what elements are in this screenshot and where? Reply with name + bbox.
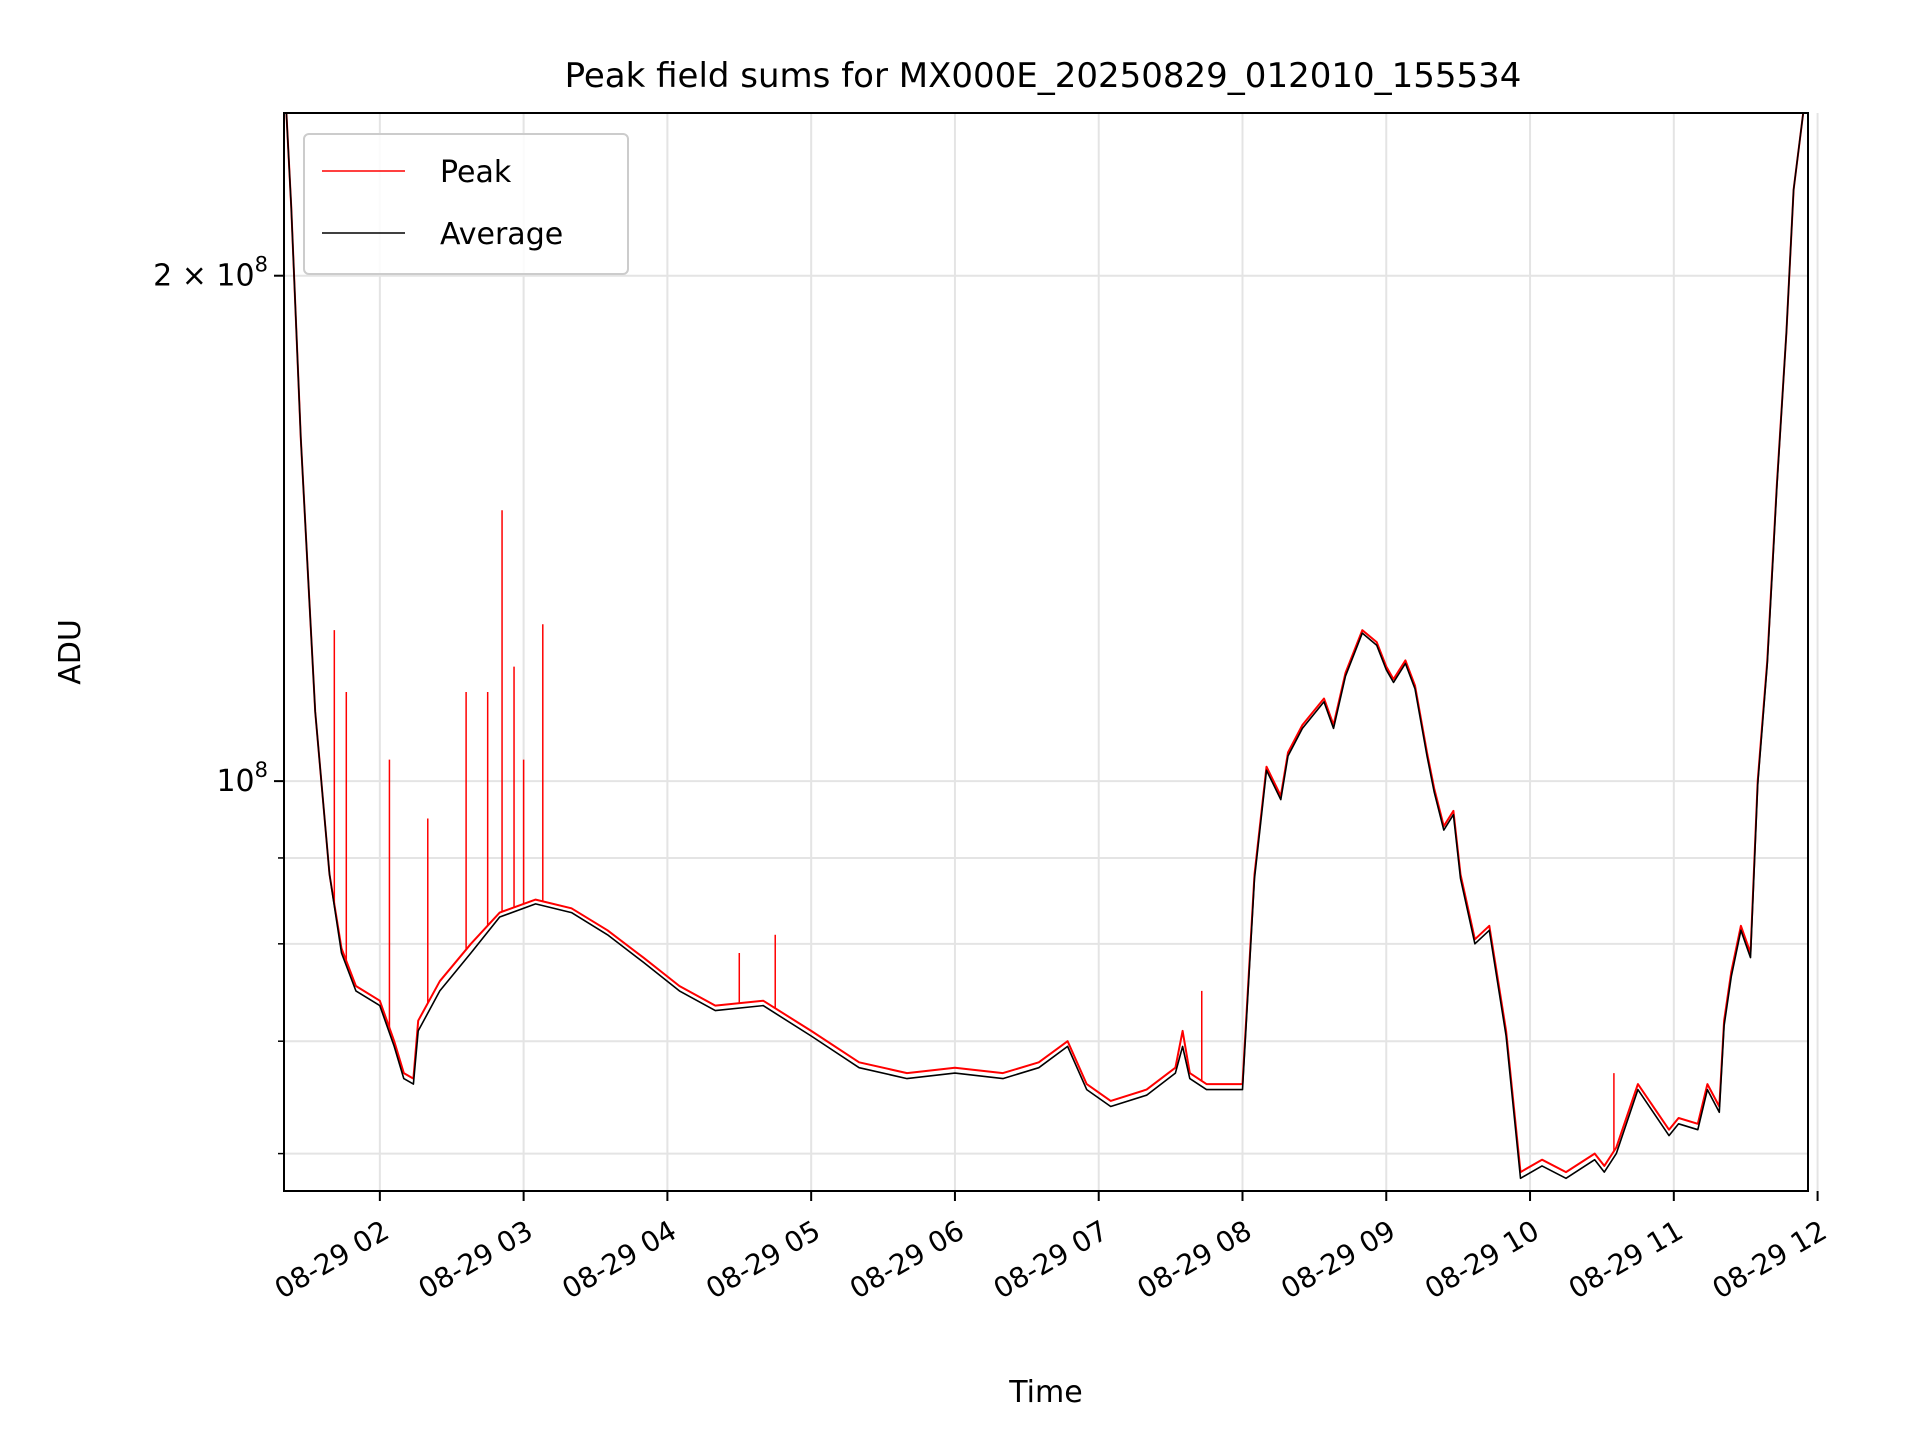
chart-title: Peak field sums for MX000E_20250829_0120… xyxy=(565,56,1522,96)
x-tick-label: 08-29 12 xyxy=(1707,1214,1833,1306)
x-tick-label: 08-29 11 xyxy=(1563,1214,1689,1306)
legend-label-average: Average xyxy=(440,217,563,252)
x-tick-label: 08-29 05 xyxy=(700,1214,826,1306)
grid xyxy=(284,113,1819,1191)
y-tick-label: 2 × 108 xyxy=(153,253,268,294)
x-tick-label: 08-29 03 xyxy=(413,1214,539,1306)
x-tick-label: 08-29 06 xyxy=(844,1214,970,1306)
x-tick-label: 08-29 07 xyxy=(988,1214,1114,1306)
legend: Peak Average xyxy=(303,133,629,275)
legend-box xyxy=(303,133,629,275)
plot-area-frame xyxy=(283,112,1809,1192)
y-axis-label: ADU xyxy=(53,619,88,685)
x-tick-label: 08-29 09 xyxy=(1275,1214,1401,1306)
x-tick-label: 08-29 10 xyxy=(1419,1214,1545,1306)
x-axis-label: Time xyxy=(1008,1375,1082,1410)
x-tick-label: 08-29 08 xyxy=(1132,1214,1258,1306)
x-tick-label: 08-29 04 xyxy=(557,1214,683,1306)
y-axis: 108 2 × 108 xyxy=(153,253,284,1155)
x-tick-label: 08-29 02 xyxy=(269,1214,395,1306)
x-axis: 08-29 02 08-29 03 08-29 04 08-29 05 08-29 06… xyxy=(269,1191,1832,1305)
legend-label-peak: Peak xyxy=(440,155,512,190)
series-line-peak xyxy=(285,113,1808,1174)
series-line-average xyxy=(285,113,1808,1180)
plot-lines xyxy=(285,113,1808,1180)
y-tick-label: 108 xyxy=(216,758,268,799)
